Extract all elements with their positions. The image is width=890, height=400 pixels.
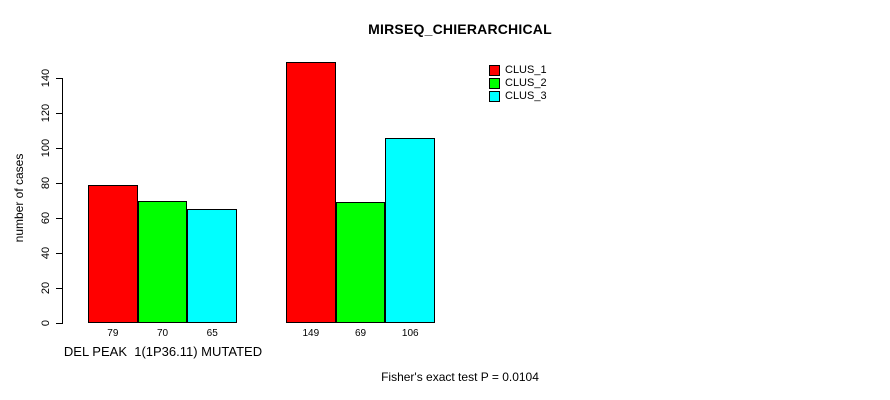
bar-clus_3-group1 — [187, 209, 238, 323]
y-tick-label: 80 — [40, 176, 52, 190]
bar-clus_1-group2 — [286, 62, 336, 323]
y-tick-label: 120 — [40, 103, 52, 123]
y-axis-line — [62, 78, 63, 324]
legend-item-clus_3: CLUS_3 — [489, 90, 547, 103]
y-tick-mark — [56, 218, 62, 219]
y-tick-label: 0 — [40, 319, 52, 327]
x-axis-group-label: DEL PEAK 1(1P36.11) MUTATED — [63, 344, 263, 359]
bar-clus_3-group2 — [385, 137, 436, 323]
bar-value-label: 79 — [107, 328, 119, 339]
y-tick-label: 40 — [40, 246, 52, 260]
y-tick-mark — [56, 323, 62, 324]
chart-legend: CLUS_1 CLUS_2 CLUS_3 — [489, 64, 547, 103]
y-tick-label: 60 — [40, 211, 52, 225]
bar-clus_2-group1 — [137, 200, 188, 323]
y-tick-label: 20 — [40, 281, 52, 295]
bar-value-label: 106 — [401, 328, 419, 339]
bar-value-label: 149 — [302, 328, 320, 339]
legend-item-clus_2: CLUS_2 — [489, 77, 547, 90]
legend-label: CLUS_2 — [505, 77, 547, 89]
bar-value-label: 70 — [156, 328, 169, 339]
bar-clus_1-group1 — [88, 184, 138, 323]
chart-title: MIRSEQ_CHIERARCHICAL — [368, 21, 552, 37]
y-axis-label: number of cases — [12, 153, 26, 243]
legend-label: CLUS_1 — [505, 64, 547, 76]
y-tick-mark — [56, 148, 62, 149]
y-tick-label: 140 — [40, 68, 52, 88]
y-tick-mark — [56, 288, 62, 289]
legend-swatch-icon — [489, 65, 500, 76]
bar-value-label: 65 — [206, 328, 218, 339]
y-tick-mark — [56, 183, 62, 184]
y-tick-mark — [56, 253, 62, 254]
legend-swatch-icon — [489, 78, 500, 89]
bar-clus_2-group2 — [335, 202, 386, 323]
bar-value-label: 69 — [354, 328, 367, 339]
legend-item-clus_1: CLUS_1 — [489, 64, 547, 77]
legend-swatch-icon — [489, 91, 500, 102]
y-tick-mark — [56, 78, 62, 79]
y-tick-mark — [56, 113, 62, 114]
legend-label: CLUS_3 — [505, 90, 547, 102]
fisher-test-annotation: Fisher's exact test P = 0.0104 — [381, 370, 539, 384]
y-tick-label: 100 — [40, 138, 52, 158]
